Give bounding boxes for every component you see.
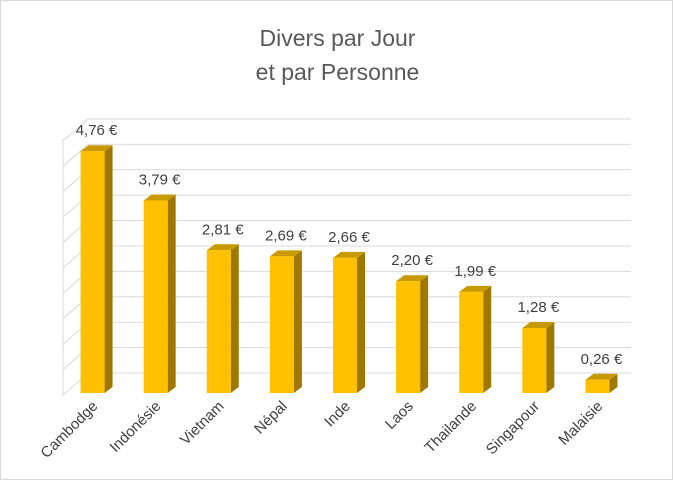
bar-top xyxy=(143,194,176,201)
chart-title-line-1: Divers par Jour xyxy=(259,25,416,51)
bar xyxy=(585,379,610,393)
data-label: 4,76 € xyxy=(76,122,118,139)
bar-top xyxy=(206,244,239,251)
x-tick-label: Singapour xyxy=(483,398,543,458)
x-tick-label: Vietnam xyxy=(177,398,228,449)
bar xyxy=(143,200,168,393)
x-tick-label: Cambodge xyxy=(37,398,101,462)
bar-top xyxy=(80,145,113,152)
bar-top xyxy=(333,251,365,258)
x-tick-label: Laos xyxy=(382,398,417,433)
gridline-depth xyxy=(62,144,89,167)
x-tick-label: Thailande xyxy=(421,398,480,457)
bar-top xyxy=(459,285,492,292)
data-label: 1,28 € xyxy=(517,299,559,316)
bar-side xyxy=(293,250,302,393)
bar-side xyxy=(609,373,618,393)
data-label: 2,81 € xyxy=(202,221,244,238)
bar xyxy=(206,250,231,393)
bar-top xyxy=(269,250,302,257)
bar-side xyxy=(420,275,429,393)
bar xyxy=(396,281,421,393)
bar xyxy=(80,151,105,393)
bar xyxy=(333,257,357,393)
x-tick-label: Malaisie xyxy=(555,398,606,449)
data-label: 3,79 € xyxy=(139,171,181,188)
bar-side xyxy=(167,194,176,393)
chart-title-line-2: et par Personne xyxy=(255,59,420,85)
x-tick-label: Indonésie xyxy=(106,398,164,456)
x-tick-label: Inde xyxy=(321,398,354,431)
data-label: 2,66 € xyxy=(328,229,370,246)
bar xyxy=(522,327,547,393)
gridline-depth xyxy=(62,118,89,142)
chart-title: Divers par Jour et par Personne xyxy=(1,21,673,89)
bar-side xyxy=(483,285,492,393)
bar-side xyxy=(230,244,239,393)
bar-side xyxy=(104,145,113,393)
bar-top xyxy=(396,275,429,282)
bar xyxy=(459,291,484,393)
bar xyxy=(269,256,294,393)
bar-top xyxy=(585,373,618,380)
data-label: 2,69 € xyxy=(265,227,307,244)
x-tick-label: Népal xyxy=(251,398,291,438)
bar-side xyxy=(357,251,365,393)
data-label: 2,20 € xyxy=(391,252,433,269)
data-label: 0,26 € xyxy=(581,351,623,368)
bar-side xyxy=(546,321,555,393)
data-label: 1,99 € xyxy=(454,263,496,280)
bar-top xyxy=(522,321,555,328)
